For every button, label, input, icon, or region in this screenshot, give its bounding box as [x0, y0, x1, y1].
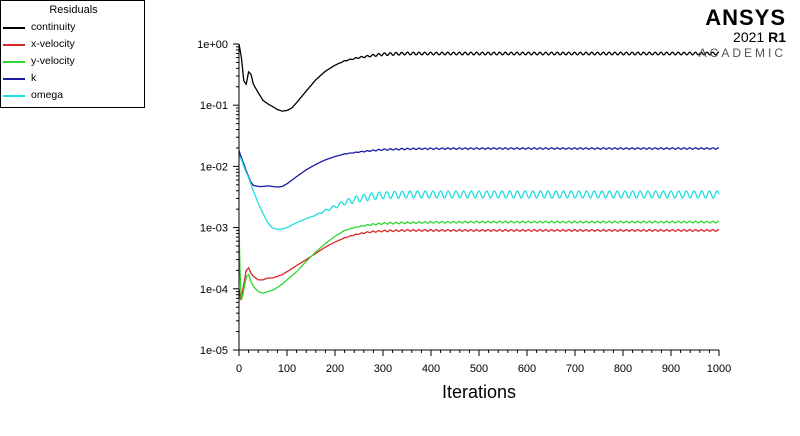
y-tick-label: 1e-04 — [200, 284, 228, 296]
legend-swatch-x-velocity — [3, 44, 25, 46]
y-tick-label: 1e+00 — [197, 39, 228, 51]
brand-version-release: R1 — [768, 29, 786, 45]
legend: Residuals continuity x-velocity y-veloci… — [0, 0, 145, 108]
x-tick-label: 1000 — [707, 363, 731, 375]
brand-name: ANSYS — [705, 5, 786, 30]
y-tick-label: 1e-02 — [200, 161, 228, 173]
legend-title: Residuals — [49, 4, 98, 16]
ansys-logo: ANSYS 2021 R1 ACADEMIC — [666, 5, 786, 61]
y-tick-label: 1e-01 — [200, 100, 228, 112]
x-tick-label: 300 — [374, 363, 392, 375]
legend-label-continuity: continuity — [31, 21, 76, 33]
series-layer — [238, 43, 720, 301]
series-line-continuity — [238, 43, 720, 112]
series-line-y-velocity — [238, 220, 720, 301]
legend-label-y-velocity: y-velocity — [31, 55, 75, 67]
x-tick-label: 600 — [518, 363, 536, 375]
x-tick-label: 400 — [422, 363, 440, 375]
legend-item-omega: omega — [3, 89, 143, 103]
x-tick-label: 0 — [236, 363, 242, 375]
brand-edition: ACADEMIC — [698, 46, 786, 60]
x-tick-label: 500 — [470, 363, 488, 375]
legend-label-omega: omega — [31, 89, 64, 101]
x-tick-label: 700 — [566, 363, 584, 375]
brand-version: 2021 R1 — [666, 30, 786, 45]
series-line-k — [238, 147, 719, 188]
legend-item-k: k — [3, 72, 143, 86]
legend-item-continuity: continuity — [3, 21, 143, 35]
legend-label-x-velocity: x-velocity — [31, 38, 75, 50]
y-tick-label: 1e-03 — [200, 223, 228, 235]
legend-swatch-k — [3, 78, 25, 80]
series-line-omega — [238, 155, 720, 230]
x-axis-label: Iterations — [442, 382, 516, 402]
legend-swatch-y-velocity — [3, 61, 25, 63]
series-line-x-velocity — [238, 228, 720, 301]
axes-layer: 1e-05 1e-04 1e-03 1e-02 1e-01 1e+00 0 100 200 300… — [197, 39, 731, 375]
legend-item-x-velocity: x-velocity — [3, 38, 143, 52]
y-tick-label: 1e-05 — [200, 345, 228, 357]
legend-label-k: k — [31, 72, 37, 84]
x-tick-label: 900 — [662, 363, 680, 375]
x-tick-label: 200 — [326, 363, 344, 375]
x-tick-label: 800 — [614, 363, 632, 375]
legend-swatch-omega — [3, 95, 25, 97]
legend-item-y-velocity: y-velocity — [3, 55, 143, 69]
brand-version-year: 2021 — [733, 29, 765, 45]
x-tick-label: 100 — [278, 363, 296, 375]
legend-swatch-continuity — [3, 27, 25, 29]
